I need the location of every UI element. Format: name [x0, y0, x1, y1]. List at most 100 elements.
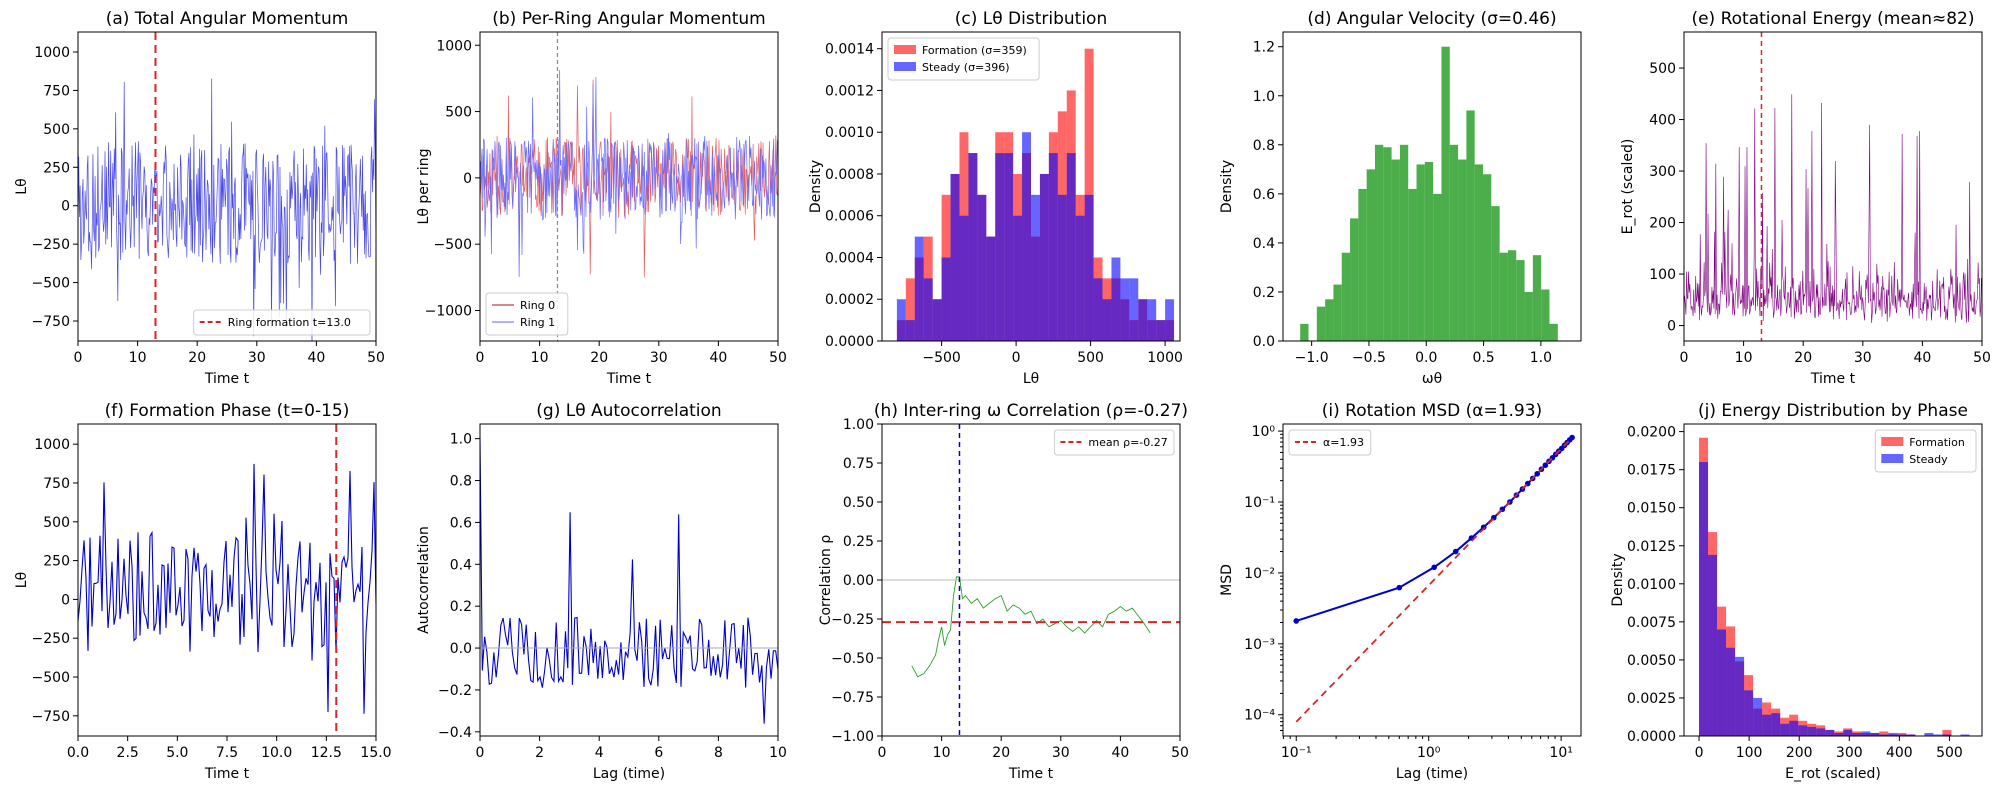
plot-area	[1684, 32, 1982, 341]
hist-bar	[1516, 260, 1525, 341]
y-tick-label: 0.00	[843, 573, 874, 589]
hist-bar	[1039, 173, 1049, 341]
x-tick-label: 500	[1077, 350, 1104, 366]
legend-label: Formation	[1909, 436, 1965, 449]
hist-bar	[1408, 188, 1417, 341]
x-axis-label: Time t	[1810, 371, 1856, 387]
hist-bar	[941, 257, 951, 341]
x-tick-label: 20	[992, 745, 1010, 761]
x-tick-label: 1000	[1147, 350, 1183, 366]
x-tick-label: −0.5	[1352, 350, 1386, 366]
axes-frame	[479, 31, 779, 342]
y-axis-label: Density	[808, 160, 824, 213]
x-tick-label: 10	[769, 745, 787, 761]
panel-c: −500 0 500 1000 0.0000 0.0002 0.0004 0.0006 0.00…	[808, 9, 1183, 387]
y-tick-label: 100	[1649, 267, 1676, 283]
hist-bar	[1942, 729, 1952, 736]
x-axis-label: Time t	[204, 766, 250, 782]
hist-bar	[1391, 159, 1400, 341]
x-tick-label: 6	[654, 745, 663, 761]
panel-g: 0 2 4 6 8 10 −0.4 −0.2 0.0 0.2 0.4 0.6 0.8 1.0 (g) Lθ …	[416, 401, 787, 782]
y-axis-label: Autocorrelation	[416, 526, 432, 634]
y-tick-label: 0.0002	[825, 292, 874, 308]
x-tick-label: 30	[1052, 745, 1070, 761]
y-tick-label: 750	[43, 83, 70, 99]
chart-title: (j) Energy Distribution by Phase	[1698, 401, 1968, 421]
hist-bar	[1366, 169, 1375, 341]
hist-bar	[1316, 306, 1326, 341]
legend-label: Formation (σ=359)	[922, 44, 1027, 57]
y-tick-label: 0.0000	[825, 334, 874, 350]
x-tick-label: 400	[1886, 745, 1913, 761]
legend-label: Ring 1	[520, 316, 555, 329]
chart-title: (d) Angular Velocity (σ=0.46)	[1307, 9, 1556, 29]
hist-bar	[1165, 299, 1175, 341]
x-tick-label: 40	[1913, 350, 1931, 366]
y-tick-label: 1000	[34, 437, 70, 453]
hist-bar	[1433, 193, 1442, 341]
hist-bar	[923, 278, 933, 341]
y-tick-label: 1000	[436, 38, 472, 54]
y-tick-label: 0.4	[1253, 236, 1275, 252]
x-axis-label: Time t	[204, 371, 250, 387]
legend-swatch	[894, 45, 916, 54]
y-tick-label: 750	[43, 476, 70, 492]
y-tick-label: 0.2	[1253, 285, 1275, 301]
hist-bar	[1717, 629, 1727, 736]
y-tick-label: −1.00	[831, 729, 874, 745]
hist-bar	[1879, 731, 1889, 736]
x-tick-label: 40	[709, 350, 727, 366]
hist-bar	[1870, 732, 1880, 736]
hist-bar	[1031, 194, 1040, 341]
plot-area	[78, 32, 376, 341]
hist-bar	[1798, 725, 1808, 736]
chart-title: (f) Formation Phase (t=0-15)	[105, 401, 350, 421]
hist-bar	[1084, 194, 1094, 341]
y-axis-label: Lθ per ring	[416, 149, 432, 225]
series-line	[78, 463, 376, 714]
hist-bar	[1708, 554, 1718, 736]
hist-bar	[1541, 289, 1550, 341]
x-tick-label: 10⁻¹	[1281, 745, 1312, 761]
hist-bar	[1499, 252, 1508, 341]
hist-bar	[1852, 732, 1862, 736]
hist-bar	[995, 153, 1005, 341]
x-tick-label: 4	[595, 745, 604, 761]
y-axis-label: Correlation ρ	[818, 535, 834, 626]
y-tick-label: 10⁻⁴	[1244, 708, 1275, 724]
hist-bar	[1507, 250, 1517, 341]
hist-bar	[1744, 690, 1754, 736]
legend-swatch	[894, 62, 916, 71]
x-tick-label: 2.5	[117, 745, 139, 761]
hist-bar	[1960, 734, 1970, 736]
x-tick-label: 100	[1736, 745, 1763, 761]
hist-bar	[1449, 144, 1459, 341]
y-tick-label: 0.0014	[825, 42, 874, 58]
data-point	[1480, 524, 1487, 531]
x-tick-label: 40	[1111, 745, 1129, 761]
axes-frame	[1282, 31, 1582, 342]
legend-swatch	[1881, 437, 1904, 446]
hist-bar	[1888, 732, 1898, 736]
y-axis-label: Density	[1219, 160, 1235, 213]
y-tick-label: 500	[445, 105, 472, 121]
chart-title: (h) Inter-ring ω Correlation (ρ=-0.27)	[874, 401, 1188, 421]
y-tick-label: 250	[43, 554, 70, 570]
x-tick-label: 10¹	[1549, 745, 1572, 761]
series-ωθ	[1300, 46, 1558, 341]
y-tick-label: −0.75	[831, 690, 874, 706]
hist-bar	[1458, 159, 1467, 341]
hist-bar	[1924, 732, 1934, 736]
x-tick-label: 0.0	[1415, 350, 1437, 366]
x-tick-label: 0	[1680, 350, 1689, 366]
series-line	[480, 69, 778, 278]
x-tick-label: 500	[1936, 745, 1963, 761]
y-tick-label: −1000	[425, 303, 472, 319]
legend-label: Ring 0	[520, 299, 555, 312]
y-tick-label: 0.0004	[825, 250, 874, 266]
y-axis-label: E_rot (scaled)	[1620, 139, 1636, 235]
hist-bar	[1048, 153, 1058, 341]
data-point	[1293, 618, 1300, 624]
